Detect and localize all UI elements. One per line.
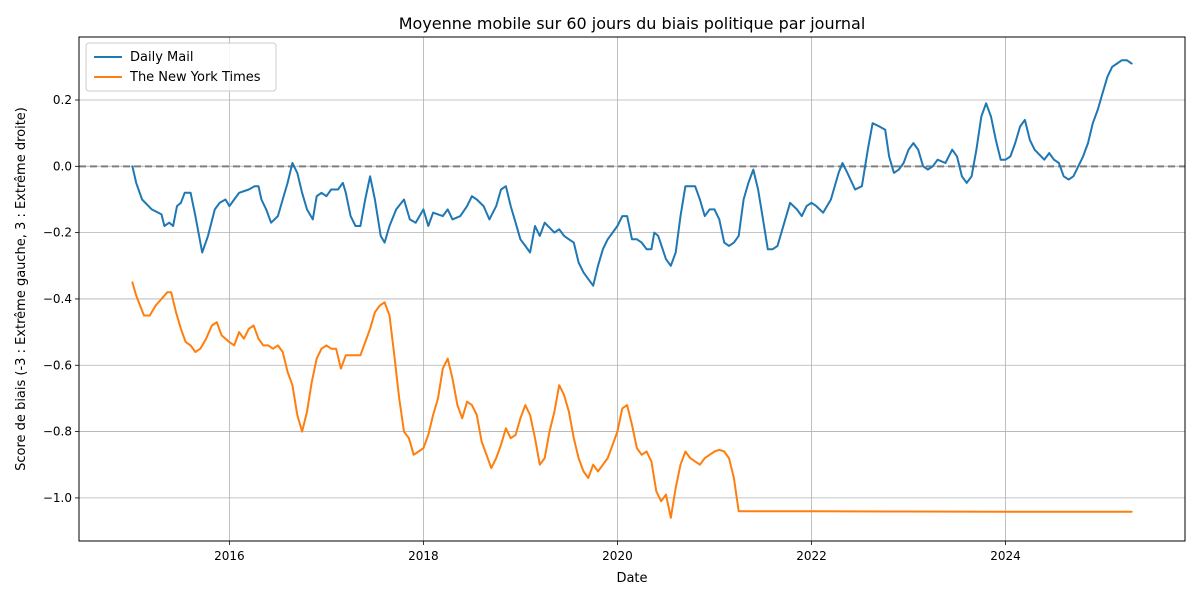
- y-tick-label: 0.2: [53, 93, 72, 107]
- y-tick-label: −0.8: [43, 425, 72, 439]
- x-tick-label: 2022: [796, 549, 827, 563]
- legend-label-new-york-times: The New York Times: [129, 70, 261, 85]
- y-tick-label: 0.0: [53, 159, 72, 173]
- x-axis: 2016 2018 2020 2022 2024: [214, 541, 1021, 563]
- x-axis-label: Date: [616, 571, 647, 586]
- x-tick-label: 2024: [990, 549, 1021, 563]
- y-tick-label: −0.2: [43, 226, 72, 240]
- y-axis: −1.0 −0.8 −0.6 −0.4 −0.2 0.0 0.2: [43, 93, 79, 505]
- y-axis-label: Score de biais (-3 : Extrême gauche, 3 :…: [14, 107, 29, 471]
- y-tick-label: −0.6: [43, 358, 72, 372]
- legend-box: [85, 42, 277, 92]
- series-line-the-new-york-times: [131, 281, 1133, 519]
- y-tick-label: −0.4: [43, 292, 72, 306]
- series-line-daily-mail: [131, 59, 1133, 287]
- x-tick-label: 2018: [408, 549, 439, 563]
- chart-title: Moyenne mobile sur 60 jours du biais pol…: [399, 14, 866, 33]
- x-tick-label: 2016: [214, 549, 245, 563]
- legend: Daily Mail The New York Times: [85, 42, 277, 92]
- plot-frame: [78, 36, 1186, 542]
- legend-label-daily-mail: Daily Mail: [130, 50, 193, 65]
- x-tick-label: 2020: [602, 549, 633, 563]
- y-tick-label: −1.0: [43, 491, 72, 505]
- plot-series: [79, 59, 1185, 519]
